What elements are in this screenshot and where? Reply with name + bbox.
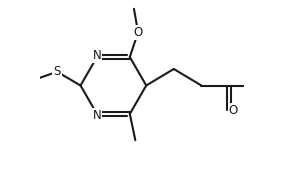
Text: N: N	[93, 49, 101, 62]
Text: N: N	[93, 109, 101, 122]
Text: O: O	[133, 26, 143, 39]
Text: O: O	[229, 104, 238, 117]
Text: S: S	[53, 65, 61, 78]
